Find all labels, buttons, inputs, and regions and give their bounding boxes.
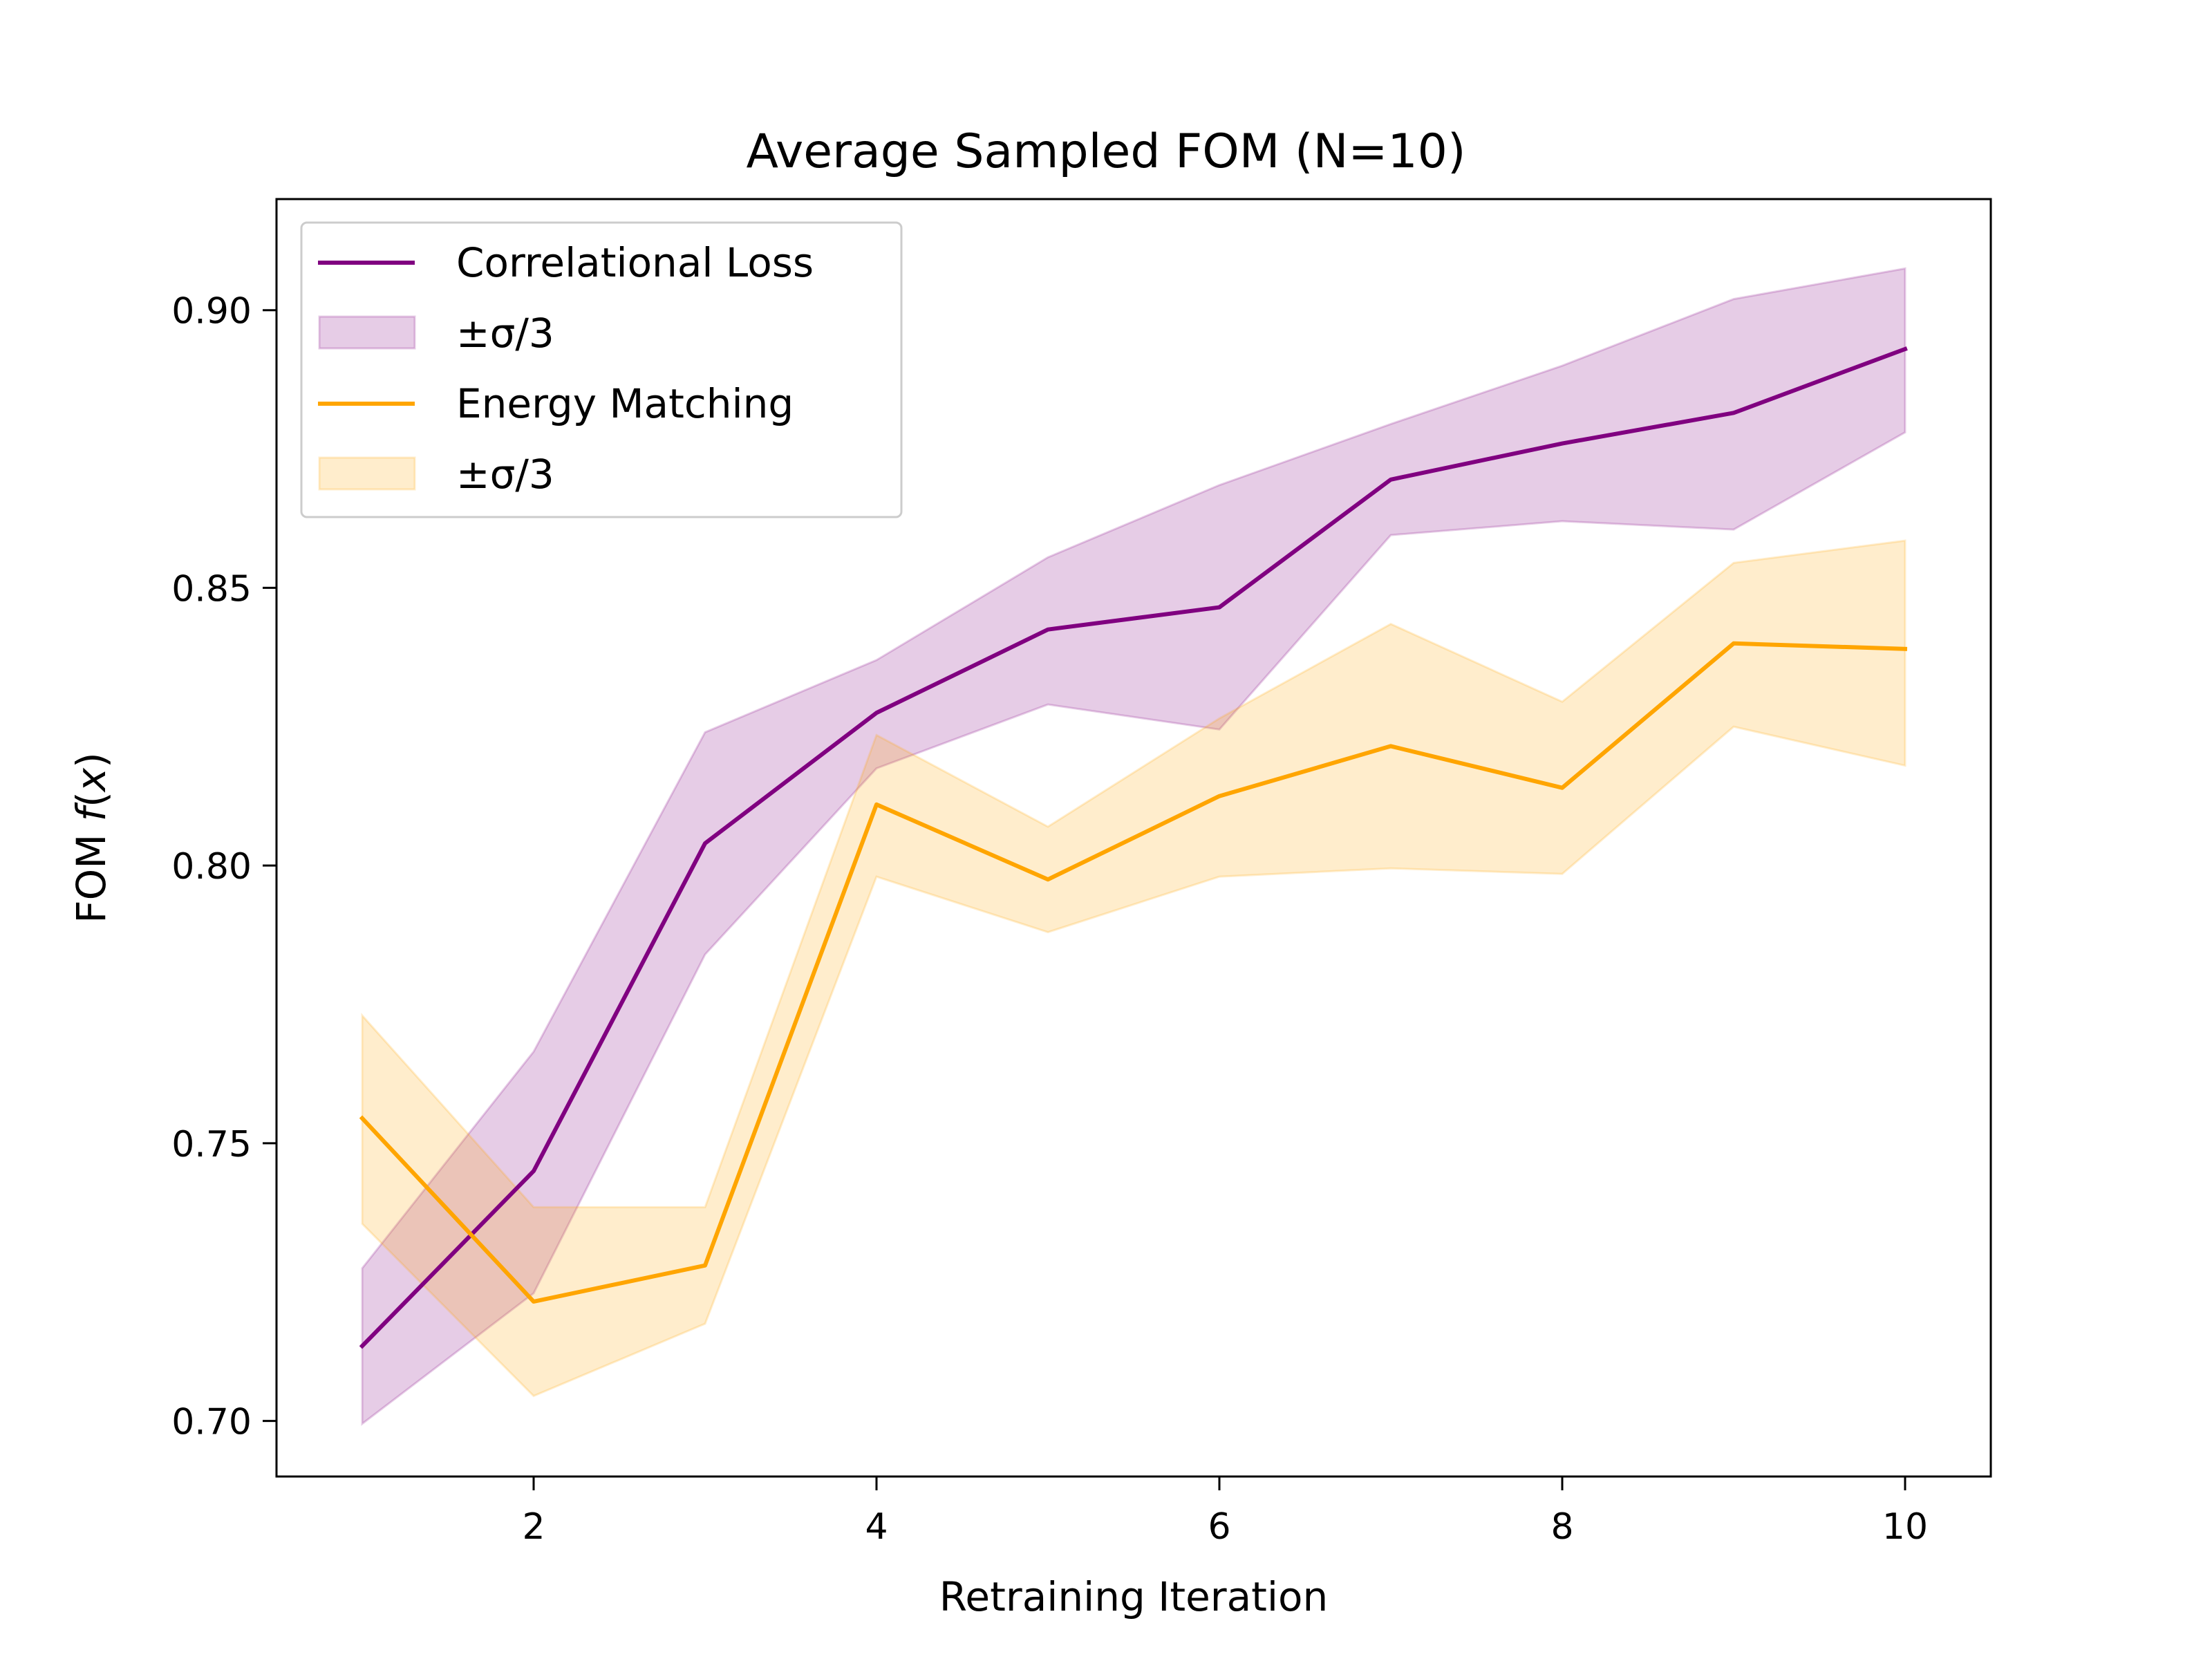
plot-frame bbox=[275, 198, 1992, 1478]
y-tick-label: 0.75 bbox=[171, 1124, 252, 1165]
x-tick-label: 6 bbox=[1208, 1506, 1230, 1548]
legend-label-energy-matching: Energy Matching bbox=[456, 380, 794, 427]
y-axis: 0.70 0.75 0.80 0.85 0.90 bbox=[171, 291, 276, 1443]
x-tick-label: 8 bbox=[1550, 1506, 1573, 1548]
y-axis-label-prefix: FOM bbox=[68, 821, 115, 924]
chart-title: Average Sampled FOM (N=10) bbox=[747, 124, 1466, 179]
y-axis-label: FOM f(x) bbox=[68, 752, 115, 924]
x-tick-label: 4 bbox=[865, 1506, 888, 1548]
legend-label-correlational-loss: Correlational Loss bbox=[456, 239, 814, 286]
series-lines bbox=[359, 346, 1908, 1349]
x-axis: 2 4 6 8 10 bbox=[522, 1477, 1928, 1548]
y-tick-label: 0.85 bbox=[171, 568, 252, 610]
y-axis-label-open-paren: ( bbox=[68, 791, 115, 807]
line-correlational-loss bbox=[359, 346, 1908, 1349]
line-energy-matching bbox=[359, 641, 1908, 1304]
y-tick-label: 0.70 bbox=[171, 1402, 252, 1443]
y-axis-label-close-paren: ) bbox=[68, 752, 115, 768]
legend: Correlational Loss ±σ/3 Energy Matching … bbox=[300, 221, 903, 518]
y-tick-label: 0.90 bbox=[171, 291, 252, 332]
confidence-bands bbox=[361, 267, 1906, 1426]
y-tick-label: 0.80 bbox=[171, 846, 252, 888]
y-axis-label-var: x bbox=[68, 767, 115, 793]
legend-swatch-correlational-loss-band bbox=[318, 315, 416, 350]
legend-label-correlational-loss-band: ±σ/3 bbox=[456, 310, 554, 357]
x-tick-label: 2 bbox=[522, 1506, 545, 1548]
legend-label-energy-matching-band: ±σ/3 bbox=[456, 451, 554, 498]
legend-box bbox=[300, 221, 903, 518]
x-tick-label: 10 bbox=[1882, 1506, 1928, 1548]
legend-swatch-energy-matching-band bbox=[318, 456, 416, 491]
band-correlational-loss bbox=[361, 267, 1906, 1426]
plot-area bbox=[275, 198, 1992, 1478]
band-energy-matching bbox=[361, 539, 1906, 1398]
x-axis-label: Retraining Iteration bbox=[939, 1573, 1329, 1620]
